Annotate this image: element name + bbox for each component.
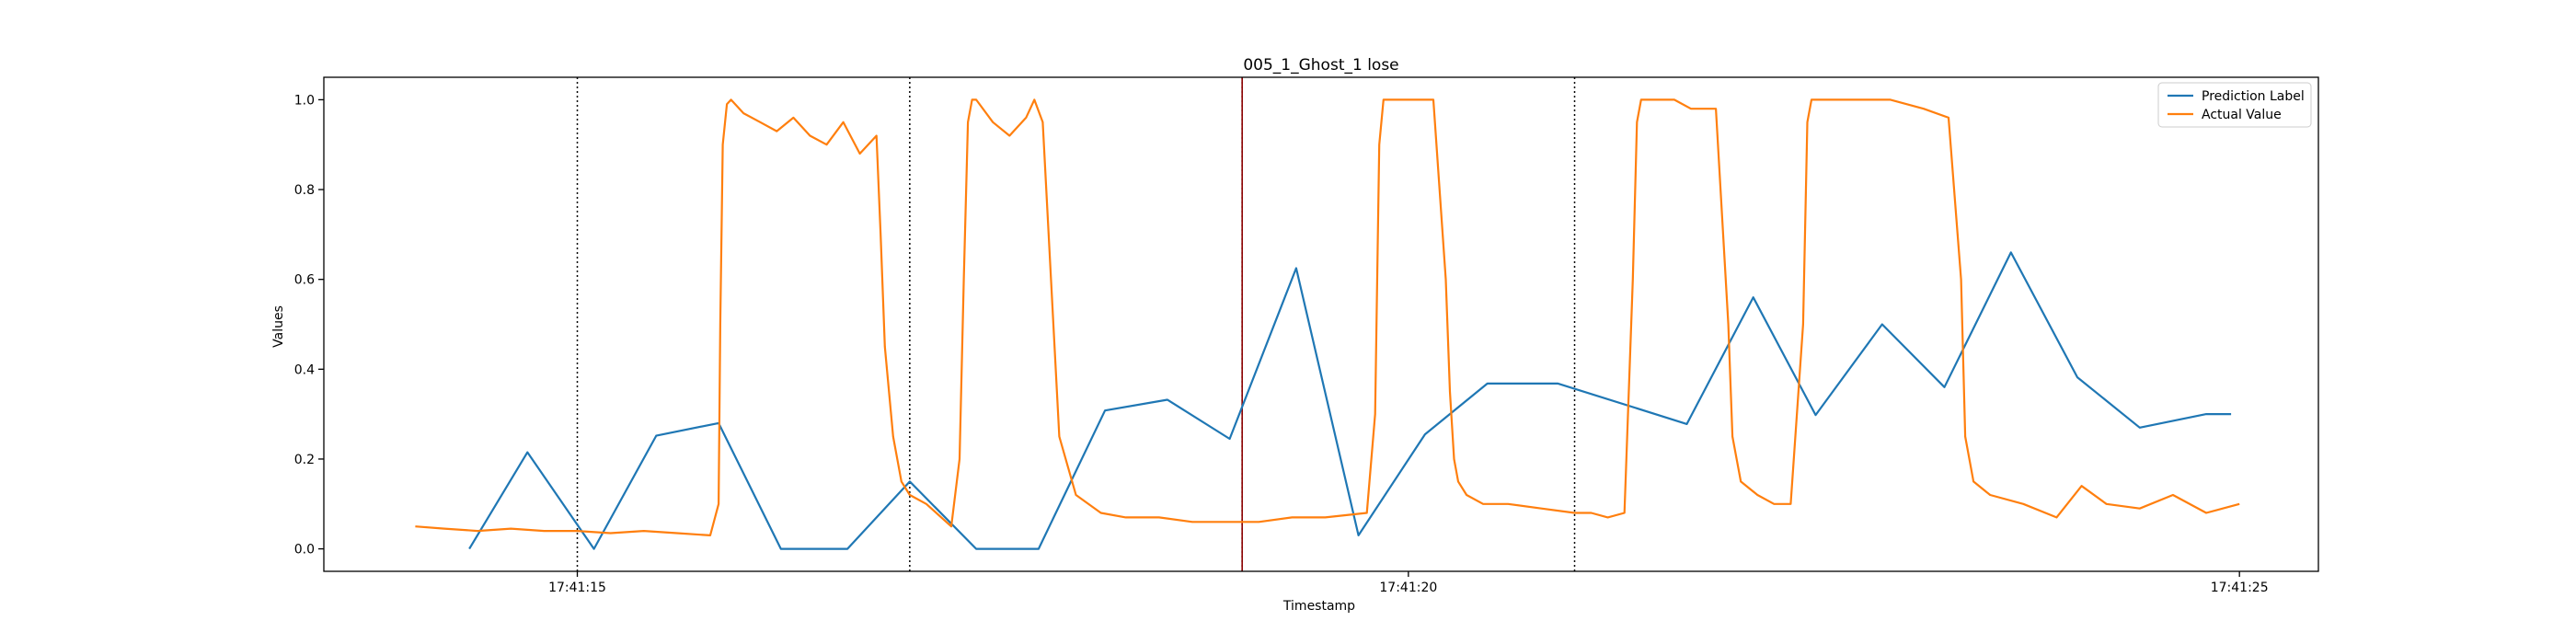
- legend: Prediction Label Actual Value: [2157, 82, 2312, 128]
- y-tick-label: 0.2: [294, 453, 315, 467]
- legend-frame: [2157, 82, 2312, 128]
- y-axis-title: Values: [271, 305, 286, 348]
- x-tick-label: 17:41:25: [2211, 581, 2269, 595]
- y-tick-label: 0.0: [294, 543, 315, 558]
- series-line-actual-value: [415, 98, 2240, 537]
- series-line-prediction-label: [468, 251, 2232, 550]
- y-tick-label: 0.4: [294, 362, 315, 377]
- legend-label-actual-value: Actual Value: [2202, 108, 2282, 122]
- y-tick-label: 1.0: [294, 93, 315, 108]
- y-tick-label: 0.8: [294, 183, 315, 198]
- x-tick-label: 17:41:20: [1379, 581, 1437, 595]
- axes-frame: [323, 76, 2319, 572]
- x-tick-label: 17:41:15: [548, 581, 606, 595]
- x-axis-title: Timestamp: [1282, 599, 1355, 614]
- plot-layer: [415, 77, 2240, 571]
- legend-label-prediction-label: Prediction Label: [2202, 89, 2305, 104]
- y-tick-label: 0.6: [294, 273, 315, 288]
- axes-layer: 17:41:15 17:41:20 17:41:25 0.0 0.2 0.4 0.6 0.8 1…: [294, 76, 2319, 595]
- chart-title: 005_1_Ghost_1 lose: [1243, 56, 1398, 75]
